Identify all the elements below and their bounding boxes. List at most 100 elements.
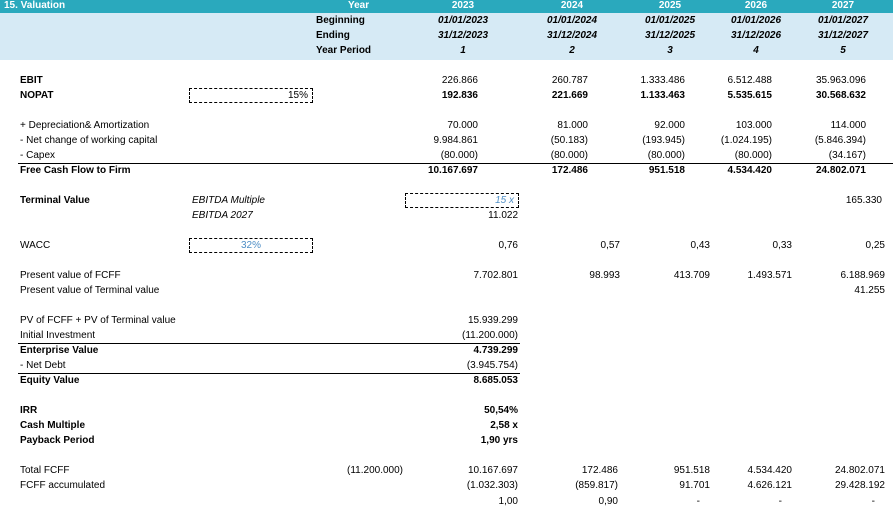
period-label: Year Period bbox=[316, 45, 372, 56]
year-header: 2027 bbox=[831, 0, 855, 11]
da-value: 103.000 bbox=[735, 120, 772, 131]
ebit-value: 260.787 bbox=[551, 75, 588, 86]
capex-value: (80.000) bbox=[550, 150, 588, 161]
discount-factor: 0,25 bbox=[865, 240, 885, 251]
payback-fraction: - bbox=[871, 496, 875, 507]
ending-date: 31/12/2024 bbox=[546, 30, 598, 41]
discount-factor: 0,33 bbox=[772, 240, 792, 251]
ebitda-multiple-value: 15 x bbox=[495, 195, 514, 206]
year-header: 2024 bbox=[560, 0, 584, 11]
pv-fcff-value: 98.993 bbox=[589, 270, 620, 281]
ending-date: 31/12/2025 bbox=[644, 30, 696, 41]
ebit-value: 1.333.486 bbox=[640, 75, 686, 86]
ebitda-2027-value: 11.022 bbox=[488, 210, 518, 221]
equity-value-label: Equity Value bbox=[20, 375, 80, 386]
ebitda-multiple-label: EBITDA Multiple bbox=[192, 195, 265, 206]
period-number: 5 bbox=[840, 45, 846, 56]
pv-sum-label: PV of FCFF + PV of Terminal value bbox=[20, 315, 176, 326]
capex-value: (80.000) bbox=[647, 150, 685, 161]
nopat-value: 192.836 bbox=[441, 90, 478, 101]
ebitda-multiple-input[interactable]: 15 x bbox=[405, 193, 519, 208]
ending-date: 31/12/2023 bbox=[437, 30, 489, 41]
beginning-date: 01/01/2023 bbox=[437, 15, 489, 26]
ending-label: Ending bbox=[316, 30, 350, 41]
nopat-label: NOPAT bbox=[20, 90, 54, 101]
nopat-value: 221.669 bbox=[551, 90, 588, 101]
payback-fraction: - bbox=[696, 496, 700, 507]
ebit-value: 6.512.488 bbox=[727, 75, 773, 86]
equity-divider bbox=[18, 373, 520, 374]
net-debt-value: (3.945.754) bbox=[466, 360, 518, 371]
fcff-value: 172.486 bbox=[551, 165, 588, 176]
wacc-input[interactable]: 32% bbox=[189, 238, 313, 253]
da-label: + Depreciation& Amortization bbox=[20, 120, 150, 131]
cash-multiple-value: 2,58 x bbox=[490, 420, 518, 431]
pv-fcff-value: 6.188.969 bbox=[840, 270, 886, 281]
pv-fcff-value: 1.493.571 bbox=[747, 270, 793, 281]
ev-divider bbox=[18, 343, 520, 344]
pv-tv-label: Present value of Terminal value bbox=[20, 285, 160, 296]
discount-factor: 0,76 bbox=[498, 240, 518, 251]
nwc-value: 9.984.861 bbox=[433, 135, 479, 146]
header-band bbox=[0, 0, 893, 13]
da-value: 114.000 bbox=[830, 120, 866, 131]
nwc-value: (1.024.195) bbox=[720, 135, 772, 146]
nopat-value: 30.568.632 bbox=[815, 90, 866, 101]
fcff-value: 24.802.071 bbox=[815, 165, 866, 176]
tax-rate-input[interactable]: 15% bbox=[189, 88, 313, 103]
payback-fraction: 0,90 bbox=[598, 496, 618, 507]
pv-tv-value: 41.255 bbox=[854, 285, 885, 296]
total-fcff-value: 951.518 bbox=[673, 465, 710, 476]
year-header: 2025 bbox=[658, 0, 682, 11]
total-fcff-value: 4.534.420 bbox=[747, 465, 793, 476]
ebit-value: 35.963.096 bbox=[815, 75, 866, 86]
subheader-band bbox=[0, 13, 893, 60]
total-fcff-value: 172.486 bbox=[581, 465, 618, 476]
nwc-value: (50.183) bbox=[550, 135, 588, 146]
period-number: 1 bbox=[460, 45, 466, 56]
period-number: 2 bbox=[569, 45, 575, 56]
fcff-accum-value: 4.626.121 bbox=[747, 480, 793, 491]
cash-multiple-label: Cash Multiple bbox=[20, 420, 86, 431]
capex-value: (34.167) bbox=[828, 150, 866, 161]
da-value: 81.000 bbox=[557, 120, 588, 131]
nwc-label: - Net change of working capital bbox=[20, 135, 158, 146]
fcff-value: 951.518 bbox=[648, 165, 685, 176]
fcff-accum-value: 91.701 bbox=[679, 480, 710, 491]
fcff-divider bbox=[18, 163, 893, 164]
beginning-date: 01/01/2024 bbox=[546, 15, 598, 26]
total-fcff-initial: (11.200.000) bbox=[347, 465, 403, 476]
enterprise-value-label: Enterprise Value bbox=[20, 345, 99, 356]
fcff-value: 10.167.697 bbox=[427, 165, 478, 176]
nopat-value: 1.133.463 bbox=[640, 90, 686, 101]
year-header: 2023 bbox=[451, 0, 475, 11]
wacc-value: 32% bbox=[240, 240, 261, 251]
enterprise-value: 4.739.299 bbox=[473, 345, 519, 356]
beginning-date: 01/01/2027 bbox=[817, 15, 869, 26]
ending-date: 31/12/2027 bbox=[817, 30, 869, 41]
total-fcff-value: 10.167.697 bbox=[467, 465, 518, 476]
net-debt-label: - Net Debt bbox=[20, 360, 66, 371]
total-fcff-label: Total FCFF bbox=[20, 465, 70, 476]
period-number: 3 bbox=[667, 45, 673, 56]
da-value: 92.000 bbox=[654, 120, 685, 131]
pv-sum-value: 15.939.299 bbox=[467, 315, 518, 326]
payback-fraction: - bbox=[778, 496, 782, 507]
beginning-date: 01/01/2025 bbox=[644, 15, 696, 26]
nwc-value: (5.846.394) bbox=[814, 135, 866, 146]
discount-factor: 0,43 bbox=[690, 240, 710, 251]
discount-factor: 0,57 bbox=[600, 240, 620, 251]
tax-rate-value: 15% bbox=[287, 90, 308, 101]
irr-value: 50,54% bbox=[484, 405, 518, 416]
beginning-label: Beginning bbox=[316, 15, 365, 26]
fcff-accum-value: 29.428.192 bbox=[834, 480, 885, 491]
nopat-value: 5.535.615 bbox=[727, 90, 773, 101]
ebit-label: EBIT bbox=[20, 75, 43, 86]
total-fcff-value: 24.802.071 bbox=[834, 465, 885, 476]
payback-period-value: 1,90 yrs bbox=[480, 435, 518, 446]
fcff-accum-value: (1.032.303) bbox=[466, 480, 518, 491]
pv-fcff-label: Present value of FCFF bbox=[20, 270, 121, 281]
pv-fcff-value: 413.709 bbox=[673, 270, 710, 281]
fcff-accum-value: (859.817) bbox=[575, 480, 618, 491]
ebit-value: 226.866 bbox=[441, 75, 478, 86]
